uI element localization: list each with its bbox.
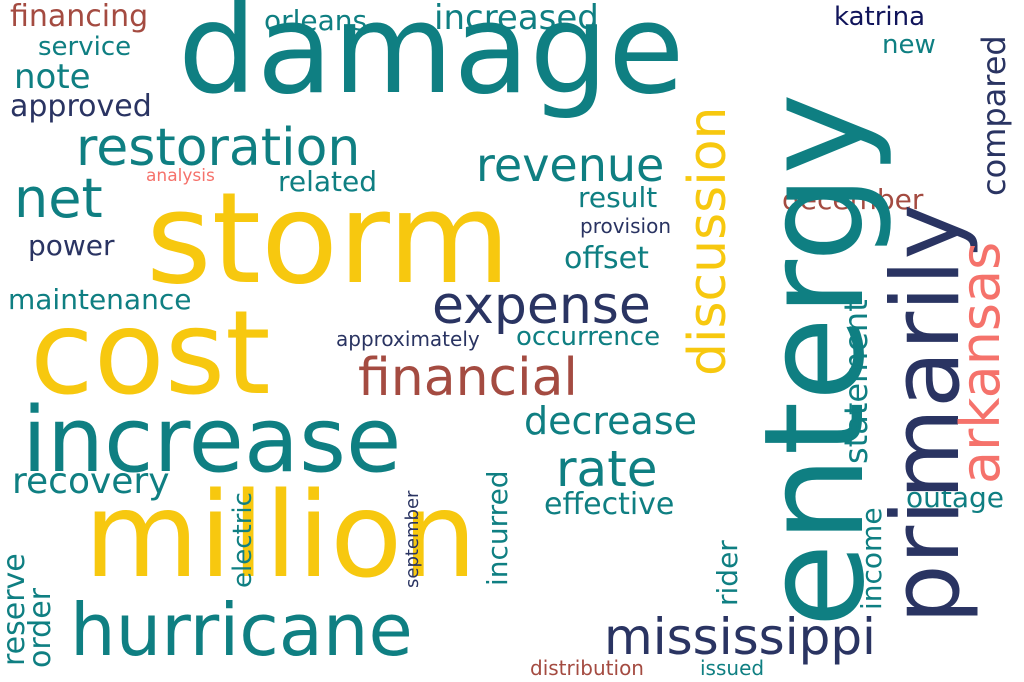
- word-rider: rider: [711, 540, 744, 606]
- word-recovery: recovery: [12, 461, 170, 502]
- word-effective: effective: [544, 487, 675, 522]
- word-incurred: incurred: [481, 470, 514, 586]
- word-revenue: revenue: [476, 138, 665, 192]
- word-september: september: [402, 490, 423, 588]
- word-restoration: restoration: [76, 118, 361, 178]
- word-damage: damage: [178, 0, 685, 122]
- word-result: result: [578, 181, 658, 214]
- word-issued: issued: [700, 656, 765, 680]
- word-service: service: [38, 32, 132, 62]
- word-compared: compared: [975, 35, 1013, 196]
- word-storm: storm: [146, 165, 511, 312]
- word-expense: expense: [432, 276, 651, 336]
- word-mississippi: mississippi: [604, 608, 876, 666]
- word-order: order: [23, 588, 58, 668]
- word-power: power: [28, 229, 115, 262]
- word-million: million: [84, 466, 478, 604]
- word-related: related: [278, 165, 378, 198]
- word-arkansas: arkansas: [949, 241, 1012, 484]
- word-cost: cost: [30, 286, 271, 421]
- word-new: new: [882, 30, 936, 60]
- word-provision: provision: [580, 214, 671, 238]
- word-income: income: [855, 507, 888, 610]
- word-orleans: orleans: [264, 4, 368, 37]
- word-net: net: [14, 167, 103, 230]
- word-hurricane: hurricane: [70, 588, 413, 672]
- word-decrease: decrease: [524, 399, 698, 443]
- word-maintenance: maintenance: [8, 283, 192, 316]
- word-electric: electric: [228, 492, 258, 588]
- word-approximately: approximately: [336, 327, 480, 351]
- word-statement: statement: [837, 299, 875, 464]
- word-rate: rate: [556, 440, 658, 498]
- word-analysis: analysis: [146, 166, 215, 186]
- word-note: note: [14, 57, 91, 97]
- word-approved: approved: [10, 89, 152, 124]
- word-financing: financing: [10, 0, 149, 34]
- word-distribution: distribution: [530, 656, 644, 680]
- word-december: december: [782, 183, 924, 216]
- word-financial: financial: [358, 348, 578, 408]
- word-occurrence: occurrence: [516, 322, 661, 352]
- word-katrina: katrina: [834, 2, 926, 32]
- word-increased: increased: [434, 0, 599, 38]
- word-discussion: discussion: [678, 106, 738, 377]
- word-increase: increase: [22, 388, 402, 493]
- word-offset: offset: [564, 241, 649, 276]
- word-outage: outage: [906, 481, 1005, 514]
